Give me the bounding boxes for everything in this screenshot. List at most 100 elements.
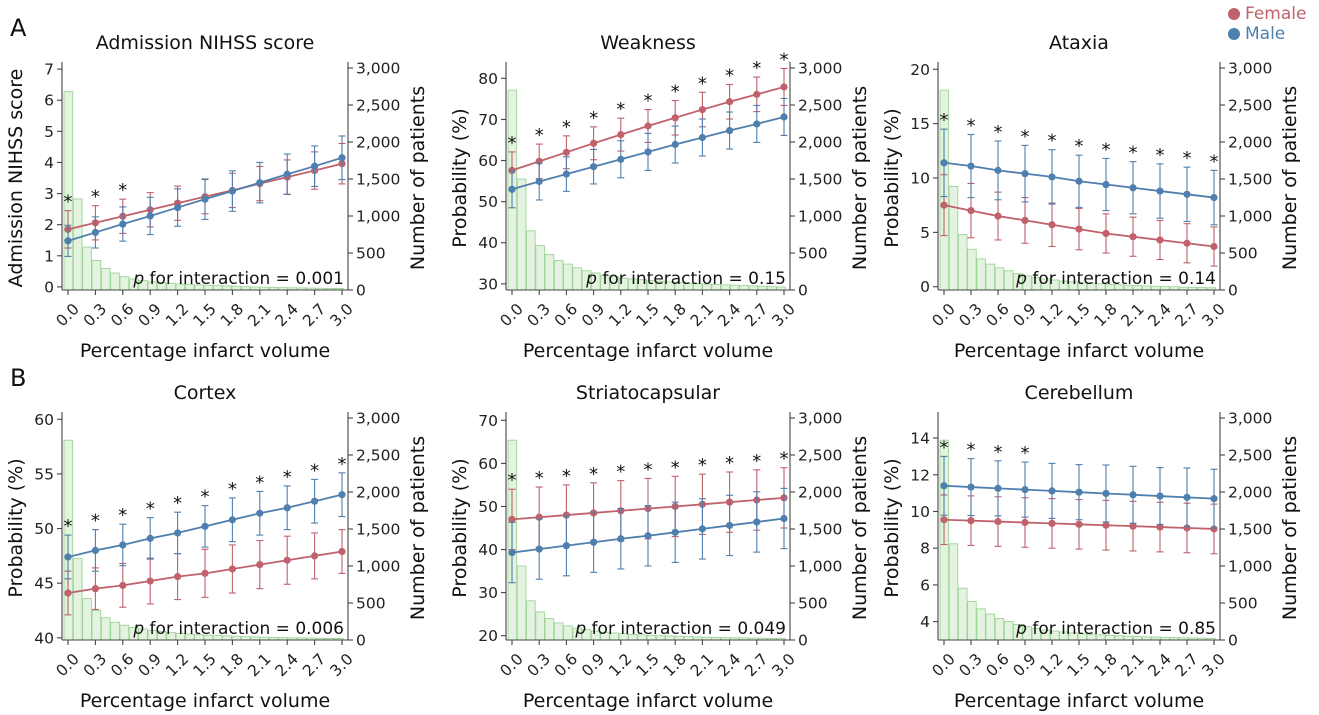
y2-tick-label: 0 bbox=[798, 632, 808, 650]
histogram-bar bbox=[967, 248, 977, 291]
y2-tick-label: 2,500 bbox=[798, 97, 842, 115]
histogram-bar bbox=[516, 178, 527, 291]
y-axis-label: Probability (%) bbox=[449, 108, 471, 247]
significance-star: * bbox=[1129, 143, 1138, 164]
histogram-bar bbox=[994, 267, 1005, 291]
data-point bbox=[1075, 177, 1083, 185]
data-point bbox=[508, 185, 516, 193]
significance-star: * bbox=[671, 457, 680, 478]
data-point bbox=[283, 170, 291, 178]
x-tick-label: 1.8 bbox=[217, 300, 247, 330]
data-point bbox=[671, 140, 679, 149]
y-tick-label: 60 bbox=[478, 455, 498, 473]
histogram-bar bbox=[119, 276, 130, 291]
y-tick-label: 15 bbox=[910, 115, 930, 133]
significance-star: * bbox=[967, 116, 976, 137]
x-tick-label: 2.7 bbox=[1172, 300, 1202, 330]
y-tick-label: 50 bbox=[478, 498, 498, 516]
histogram-bar bbox=[563, 625, 573, 641]
x-tick-label: 3.0 bbox=[327, 650, 357, 680]
histogram-bar bbox=[1003, 270, 1014, 291]
significance-star: * bbox=[1021, 443, 1030, 464]
data-point bbox=[1156, 236, 1164, 244]
histogram-bar bbox=[985, 263, 996, 291]
y-axis-label: Probability (%) bbox=[881, 458, 903, 597]
data-point bbox=[508, 515, 516, 523]
x-tick-label: 2.1 bbox=[244, 300, 274, 330]
data-point bbox=[174, 529, 182, 537]
data-point bbox=[967, 207, 975, 215]
y2-tick-label: 1,500 bbox=[356, 521, 400, 539]
x-tick-label: 2.4 bbox=[714, 300, 744, 330]
data-point bbox=[1075, 520, 1083, 528]
y-axis-label: Probability (%) bbox=[5, 458, 27, 597]
series-male bbox=[508, 97, 788, 209]
data-point bbox=[994, 484, 1002, 492]
x-axis-label: Percentage infarct volume bbox=[80, 340, 330, 362]
x-tick-label: 3.0 bbox=[1199, 650, 1229, 680]
chart-title: Admission NIHSS score bbox=[96, 32, 315, 54]
histogram-bar bbox=[553, 259, 564, 291]
y2-tick-label: 500 bbox=[1228, 595, 1258, 613]
x-axis-label: Percentage infarct volume bbox=[523, 340, 773, 362]
histogram-bar bbox=[72, 198, 83, 291]
y-tick-label: 20 bbox=[910, 61, 930, 79]
data-point bbox=[228, 565, 236, 573]
significance-star: * bbox=[589, 464, 598, 485]
histogram-bar bbox=[957, 234, 968, 291]
histogram-bar bbox=[994, 618, 1005, 641]
data-point bbox=[1183, 190, 1191, 198]
data-point bbox=[1048, 173, 1056, 181]
x-tick-label: 1.8 bbox=[1091, 650, 1121, 680]
interaction-p-symbol: p bbox=[574, 619, 586, 639]
x-tick-label: 3.0 bbox=[769, 650, 799, 680]
significance-star: * bbox=[64, 192, 73, 213]
histogram-bar bbox=[957, 587, 968, 641]
interaction-p-symbol: p bbox=[132, 269, 144, 289]
y2-tick-label: 0 bbox=[356, 282, 366, 300]
y-tick-label: 40 bbox=[34, 629, 54, 647]
series-male bbox=[940, 455, 1218, 529]
y-tick-label: 50 bbox=[34, 520, 54, 538]
interaction-p-symbol: p bbox=[585, 269, 597, 289]
y-tick-label: 30 bbox=[478, 584, 498, 602]
x-tick-label: 1.5 bbox=[633, 650, 663, 680]
x-axis-label: Percentage infarct volume bbox=[954, 340, 1204, 362]
y2-tick-label: 2,000 bbox=[798, 134, 842, 152]
y-tick-label: 40 bbox=[478, 234, 498, 252]
data-point bbox=[283, 504, 291, 512]
x-tick-label: 3.0 bbox=[769, 300, 799, 330]
data-point bbox=[1048, 487, 1056, 495]
interaction-annotation: p for interaction = 0.001 bbox=[132, 269, 344, 289]
data-point bbox=[1102, 229, 1110, 238]
significance-star: * bbox=[1210, 151, 1219, 172]
y-axis-label: Probability (%) bbox=[881, 108, 903, 247]
y-tick-label: 0 bbox=[44, 278, 54, 296]
data-point bbox=[338, 547, 346, 556]
legend-marker-male bbox=[1228, 28, 1240, 40]
y-tick-label: 55 bbox=[34, 465, 54, 483]
data-point bbox=[753, 518, 761, 526]
y2-tick-label: 1,500 bbox=[356, 171, 400, 189]
y-tick-label: 50 bbox=[478, 193, 498, 211]
histogram bbox=[63, 439, 344, 641]
significance-star: * bbox=[508, 133, 517, 154]
significance-star: * bbox=[173, 493, 182, 514]
significance-star: * bbox=[1048, 131, 1057, 152]
y2-tick-label: 2,000 bbox=[356, 484, 400, 502]
data-point bbox=[283, 556, 291, 564]
y-tick-label: 1 bbox=[44, 247, 54, 265]
histogram-bar bbox=[82, 246, 92, 291]
interaction-text: for interaction = 0.14 bbox=[1027, 269, 1216, 289]
interaction-annotation: p for interaction = 0.14 bbox=[1015, 269, 1216, 289]
interaction-p-symbol: p bbox=[1015, 269, 1027, 289]
data-point bbox=[994, 166, 1002, 174]
x-tick-label: 1.5 bbox=[633, 300, 663, 330]
x-tick-label: 1.8 bbox=[660, 300, 690, 330]
y2-tick-label: 3,000 bbox=[356, 60, 400, 78]
histogram-bar bbox=[72, 558, 83, 641]
significance-star: * bbox=[752, 451, 761, 472]
data-point bbox=[1021, 216, 1029, 225]
y2-tick-label: 3,000 bbox=[798, 410, 842, 428]
data-point bbox=[780, 83, 788, 91]
